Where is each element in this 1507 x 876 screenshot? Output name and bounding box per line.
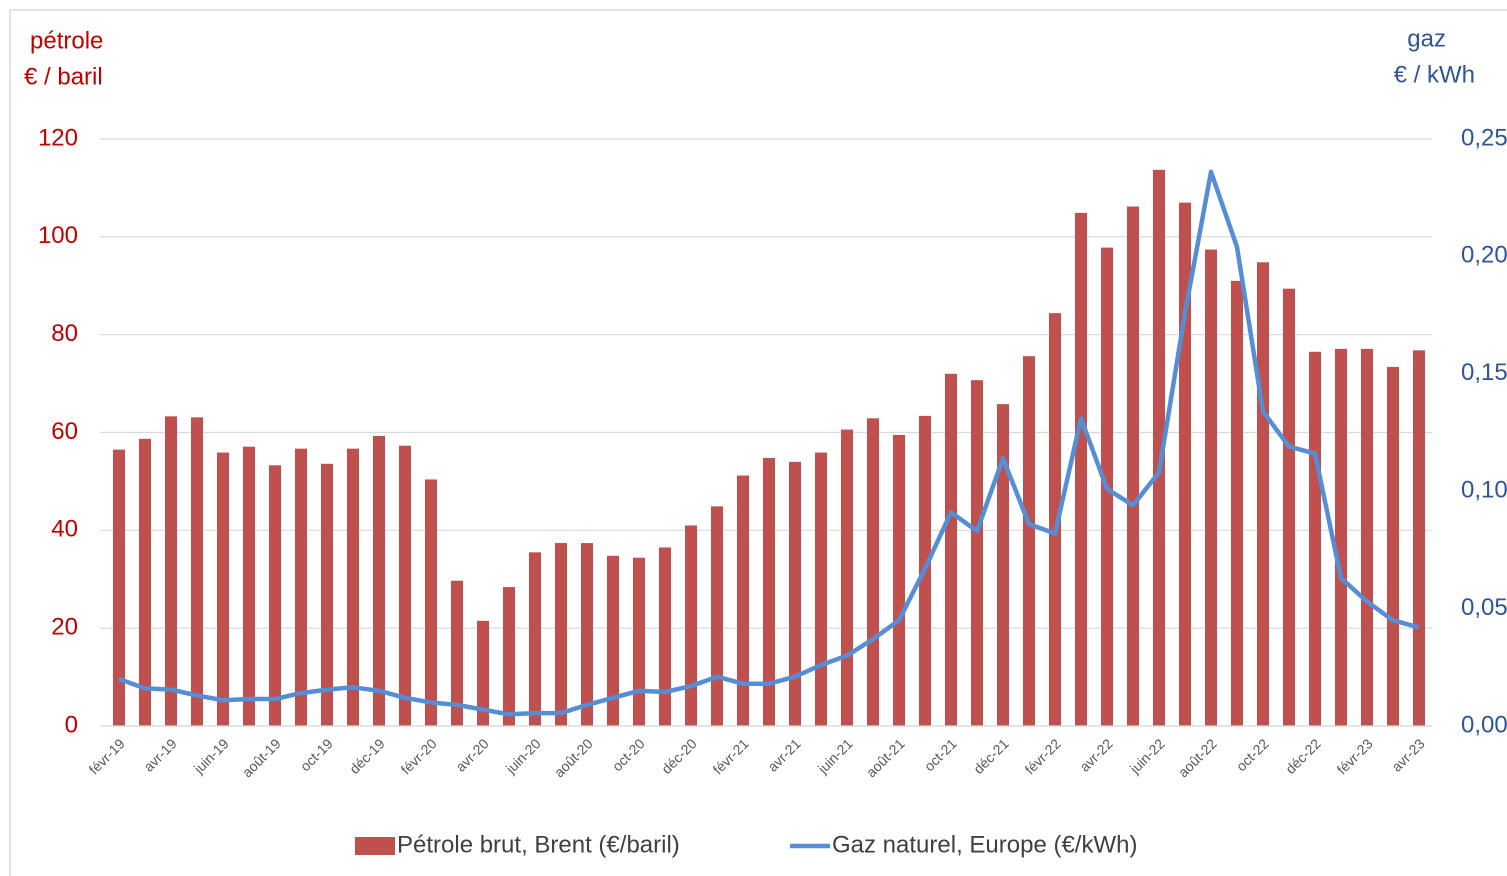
- y-axis-label: pétrole: [30, 27, 103, 54]
- bar: [659, 547, 671, 726]
- bar: [1283, 288, 1295, 726]
- x-tick-label: juin-21: [814, 735, 856, 777]
- bar: [841, 429, 853, 726]
- x-tick-label: avr-20: [452, 735, 492, 775]
- bar: [945, 373, 957, 726]
- y-tick-label: 80: [51, 320, 78, 347]
- bar: [1153, 169, 1165, 726]
- bar: [1387, 366, 1399, 726]
- y2-tick-label: 0,15: [1461, 359, 1507, 386]
- x-tick-label: févr-20: [398, 735, 440, 777]
- x-tick-label: déc-22: [1282, 735, 1324, 777]
- y-tick-label: 40: [51, 516, 78, 543]
- legend-swatch: [355, 837, 395, 855]
- bar: [191, 417, 203, 726]
- bar: [789, 461, 801, 726]
- bar: [555, 543, 567, 726]
- bar: [737, 475, 749, 726]
- bar: [685, 525, 697, 726]
- x-tick-label: avr-21: [764, 735, 804, 775]
- x-tick-label: févr-23: [1334, 735, 1376, 777]
- y2-axis-label: gaz: [1407, 25, 1446, 52]
- bar: [607, 555, 619, 726]
- y2-tick-label: 0,10: [1461, 477, 1507, 504]
- line: [118, 169, 1420, 717]
- y-axis-label: € / baril: [24, 63, 103, 90]
- bar: [139, 438, 151, 726]
- y-tick-label: 120: [38, 124, 78, 151]
- x-tick-label: avr-22: [1076, 735, 1116, 775]
- x-tick-label: juin-20: [502, 735, 544, 777]
- bar: [295, 448, 307, 726]
- bar: [633, 557, 645, 726]
- legend-label: Pétrole brut, Brent (€/baril): [397, 831, 680, 858]
- x-tick-label: août-21: [863, 735, 908, 780]
- bar: [217, 452, 229, 726]
- x-tick-label: avr-19: [140, 735, 180, 775]
- bar: [1361, 348, 1373, 726]
- bar: [1049, 313, 1061, 726]
- x-tick-label: oct-19: [297, 735, 336, 774]
- bar: [997, 404, 1009, 726]
- bar: [399, 445, 411, 726]
- bar: [477, 620, 489, 726]
- x-tick-label: févr-21: [710, 735, 752, 777]
- x-tick-label: août-20: [551, 735, 596, 780]
- bar: [867, 418, 879, 726]
- x-tick-label: déc-19: [346, 735, 388, 777]
- x-tick-label: oct-21: [921, 735, 960, 774]
- y2-axis-label: € / kWh: [1394, 61, 1475, 88]
- bar: [1309, 351, 1321, 726]
- bar: [321, 463, 333, 726]
- x-tick-label: déc-21: [970, 735, 1012, 777]
- x-tick-label: avr-23: [1388, 735, 1428, 775]
- y2-tick-label: 0,25: [1461, 124, 1507, 151]
- legend-label: Gaz naturel, Europe (€/kWh): [832, 831, 1137, 858]
- bar: [581, 543, 593, 726]
- bar: [451, 580, 463, 726]
- bar: [1127, 206, 1139, 726]
- x-tick-label: oct-22: [1233, 735, 1272, 774]
- bar: [1413, 350, 1425, 726]
- bar: [893, 434, 905, 726]
- y2-tick-label: 0,05: [1461, 594, 1507, 621]
- bar: [503, 587, 515, 726]
- x-tick-label: oct-20: [609, 735, 648, 774]
- bar: [1075, 212, 1087, 727]
- x-tick-label: août-22: [1175, 735, 1220, 780]
- y2-tick-label: 0,00: [1461, 711, 1507, 738]
- y2-tick-label: 0,20: [1461, 242, 1507, 269]
- y-tick-label: 60: [51, 418, 78, 445]
- bar: [425, 479, 437, 726]
- bar: [763, 457, 775, 726]
- y-tick-label: 100: [38, 222, 78, 249]
- bar: [1205, 249, 1217, 726]
- chart-border: [9, 9, 1507, 876]
- x-tick-label: déc-20: [658, 735, 700, 777]
- bar: [971, 380, 983, 726]
- x-tick-label: juin-22: [1126, 735, 1168, 777]
- bar: [113, 449, 125, 726]
- bar: [815, 452, 827, 726]
- bar: [165, 416, 177, 726]
- bar: [1335, 348, 1347, 726]
- x-tick-label: août-19: [239, 735, 284, 780]
- y-tick-label: 20: [51, 614, 78, 641]
- y-tick-label: 0: [65, 711, 78, 738]
- x-tick-label: févr-19: [86, 735, 128, 777]
- bar: [1231, 280, 1243, 726]
- x-tick-label: juin-19: [190, 735, 232, 777]
- x-tick-label: févr-22: [1022, 735, 1064, 777]
- bar: [529, 552, 541, 726]
- bar: [1257, 262, 1269, 726]
- bar: [347, 448, 359, 726]
- bar: [1023, 356, 1035, 726]
- bar: [269, 465, 281, 726]
- bar: [243, 446, 255, 726]
- bar: [373, 435, 385, 726]
- bar: [711, 506, 723, 726]
